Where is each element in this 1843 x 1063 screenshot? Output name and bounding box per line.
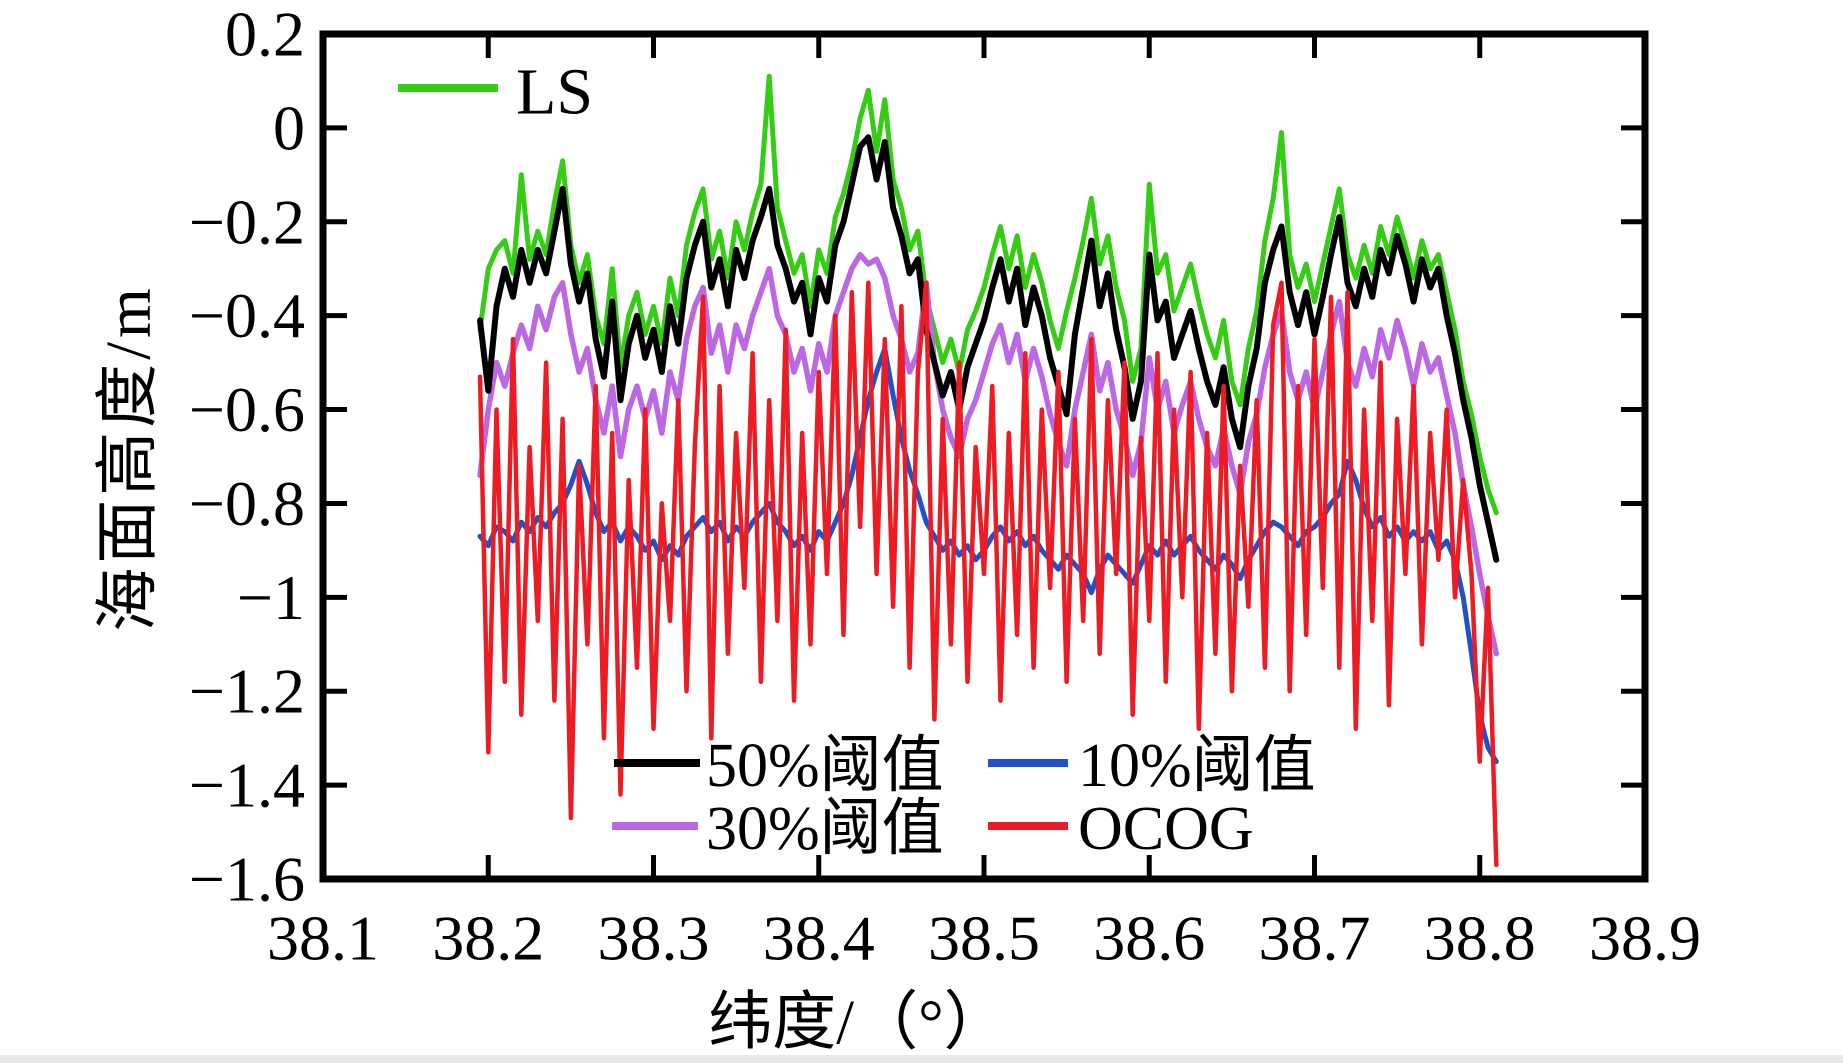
series-line-LS [477, 73, 1499, 516]
x-tick-label: 38.8 [1424, 903, 1536, 974]
y-tick-label: −0.8 [189, 468, 305, 539]
y-tick-label: −1.2 [189, 656, 305, 727]
series-line-50%阈值 [477, 134, 1500, 563]
legend-ocog-label: OCOG [1078, 795, 1254, 863]
x-tick-label: 38.6 [1093, 903, 1205, 974]
y-axis-title: 海面高度/m [93, 284, 164, 632]
legend-bottom: 50%阈值 10%阈值 30%阈值 OCOG [612, 732, 1316, 863]
y-tick-label: −0.4 [189, 280, 305, 351]
scan-edge-artifact [0, 1055, 1843, 1063]
legend-ls-label: LS [516, 56, 593, 129]
series-line-OCOG [477, 280, 1499, 868]
y-tick-label: −1.6 [189, 844, 305, 915]
y-tick-label: −0.6 [189, 374, 305, 445]
y-tick-label: 0.2 [225, 0, 305, 70]
axis-ticks: 38.1 38.2 38.3 38.4 38.5 38.6 38.7 38.8 38.9 0.2 0… [189, 0, 1701, 974]
x-tick-label: 38.4 [763, 903, 875, 974]
x-tick-label: 38.1 [267, 903, 379, 974]
legend-10-label: 10%阈值 [1078, 732, 1316, 800]
x-tick-label: 38.9 [1589, 903, 1701, 974]
legend-ls: LS [398, 56, 593, 129]
x-tick-label: 38.2 [432, 903, 544, 974]
y-tick-label: −1 [237, 562, 305, 633]
x-tick-label: 38.7 [1259, 903, 1371, 974]
series-line-30%阈值 [477, 251, 1500, 657]
y-tick-label: −1.4 [189, 750, 305, 821]
series-lines [477, 73, 1500, 868]
legend-50-label: 50%阈值 [706, 732, 944, 800]
legend-30-label: 30%阈值 [706, 795, 944, 863]
y-tick-label: −0.2 [189, 186, 305, 257]
y-tick-label: 0 [273, 92, 305, 163]
x-axis-title: 纬度/（°） [708, 987, 1007, 1058]
x-tick-label: 38.5 [928, 903, 1040, 974]
x-tick-label: 38.3 [598, 903, 710, 974]
